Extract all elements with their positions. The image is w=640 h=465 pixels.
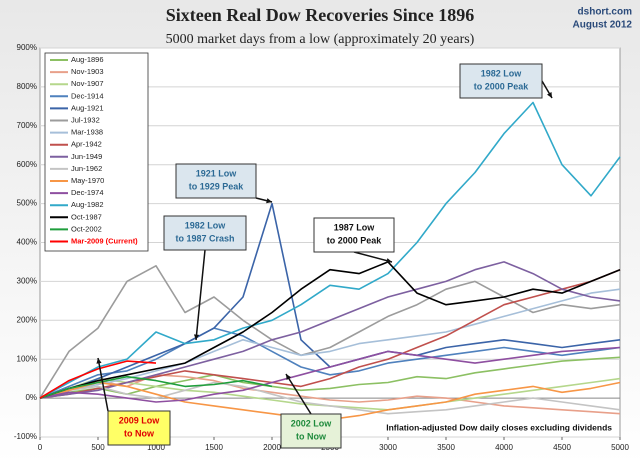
- x-tick-label: 4500: [553, 443, 571, 452]
- annotation-box: [107, 410, 171, 446]
- y-tick-label: 500%: [17, 199, 37, 208]
- annotation-arrowhead: [386, 258, 392, 264]
- annotation-arrow: [285, 373, 312, 415]
- annotation-arrow: [97, 357, 109, 412]
- annotation-arrow: [195, 249, 206, 341]
- annotation-arrowhead: [96, 358, 102, 364]
- x-tick-label: 2000: [263, 443, 281, 452]
- annotation-box: [459, 63, 543, 99]
- chart-title: Sixteen Real Dow Recoveries Since 1896: [166, 5, 474, 25]
- legend-label: Jun-1949: [71, 152, 102, 161]
- annotation-text: to 2000 Peak: [474, 81, 530, 91]
- y-tick-label: -100%: [14, 432, 37, 441]
- x-tick-label: 0: [38, 443, 43, 452]
- annotation-text: to 2000 Peak: [327, 235, 383, 245]
- annotation-box: [280, 413, 342, 449]
- annotation-text: 1982 Low: [185, 220, 227, 230]
- series-line: [39, 261, 621, 399]
- series-line: [39, 360, 157, 399]
- annotation-text: to Now: [296, 431, 327, 441]
- y-tick-label: 900%: [17, 43, 37, 52]
- y-tick-label: 0%: [25, 393, 37, 402]
- legend-label: Aug-1921: [71, 103, 104, 112]
- annotation-arrowhead: [266, 198, 272, 204]
- x-tick-label: 1500: [205, 443, 223, 452]
- series-line: [39, 327, 621, 399]
- legend: Aug-1896 Nov-1903 Nov-1907 Dec-1914 Aug-1921…: [44, 52, 149, 252]
- annotation-text: to 1987 Crash: [175, 233, 234, 243]
- x-tick-label: 4000: [495, 443, 513, 452]
- series-line: [39, 346, 621, 403]
- y-tick-label: 700%: [17, 121, 37, 130]
- annotation-text: 2009 Low: [119, 415, 161, 425]
- y-tick-label: 100%: [17, 354, 37, 363]
- series-line: [39, 101, 621, 399]
- y-tick-label: 300%: [17, 277, 37, 286]
- annotation-text: 1921 Low: [196, 168, 238, 178]
- annotation-text: 1982 Low: [481, 68, 523, 78]
- annotation-text: 1987 Low: [334, 222, 376, 232]
- legend-label: Apr-1942: [71, 140, 102, 149]
- series-line: [39, 381, 621, 415]
- annotation-text: to 1929 Peak: [189, 181, 245, 191]
- legend-label: Jul-1932: [71, 115, 100, 124]
- legend-label: Jun-1962: [71, 164, 102, 173]
- legend-label: Nov-1907: [71, 79, 104, 88]
- legend-label: Oct-2002: [71, 224, 102, 233]
- annotation-box: [163, 215, 247, 251]
- legend-label: Aug-1896: [71, 55, 104, 64]
- x-tick-label: 500: [91, 443, 105, 452]
- series-line: [39, 375, 273, 399]
- x-tick-label: 3000: [379, 443, 397, 452]
- x-tick-label: 5000: [611, 443, 629, 452]
- series-line: [39, 356, 621, 399]
- legend-label: Nov-1903: [71, 67, 104, 76]
- y-tick-label: 200%: [17, 315, 37, 324]
- annotation-text: 2002 Low: [291, 418, 333, 428]
- annotation-arrowhead: [547, 92, 552, 98]
- legend-label: Dec-1914: [71, 91, 104, 100]
- date: August 2012: [573, 20, 633, 31]
- series-line: [39, 288, 621, 399]
- legend-label: Oct-1987: [71, 212, 102, 221]
- x-tick-label: 1000: [147, 443, 165, 452]
- legend-label: Mar-2009 (Current): [71, 236, 138, 245]
- series-line: [39, 265, 621, 399]
- legend-label: Dec-1974: [71, 188, 104, 197]
- chart-subtitle: 5000 market days from a low (approximate…: [166, 32, 475, 47]
- series-line: [39, 261, 621, 399]
- annotation-text: to Now: [124, 428, 155, 438]
- annotation-box: [313, 217, 395, 253]
- y-tick-label: 800%: [17, 82, 37, 91]
- note: Inflation-adjusted Dow daily closes excl…: [386, 422, 612, 432]
- annotation-arrowhead: [193, 334, 200, 340]
- legend-label: Aug-1982: [71, 200, 104, 209]
- annotation-arrow: [353, 251, 393, 263]
- x-tick-label: 3500: [437, 443, 455, 452]
- y-tick-label: 600%: [17, 160, 37, 169]
- legend-label: May-1970: [71, 176, 104, 185]
- y-tick-label: 400%: [17, 238, 37, 247]
- legend-label: Mar-1938: [71, 128, 103, 137]
- annotation-arrowhead: [286, 374, 292, 380]
- annotation-box: [175, 163, 257, 199]
- series-line: [39, 374, 621, 415]
- source: dshort.com: [578, 7, 633, 18]
